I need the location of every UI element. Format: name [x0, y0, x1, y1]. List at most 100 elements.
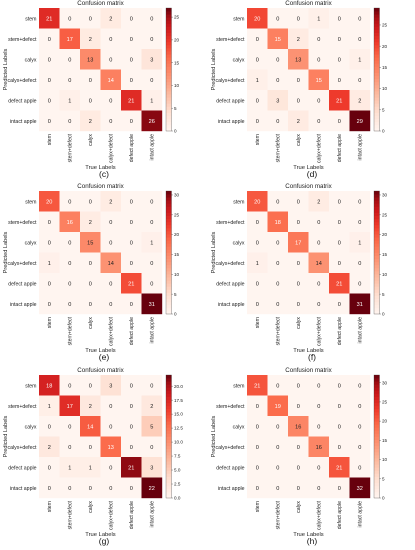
colorbar-segment — [374, 482, 380, 487]
cell-value-label: 0 — [276, 465, 279, 471]
x-axis-label: True Labels — [85, 532, 115, 538]
heatmap-cell — [59, 8, 81, 29]
cell-value-label: 0 — [297, 302, 300, 308]
colorbar-segment — [374, 421, 380, 425]
colorbar-tick-label: 10.0 — [174, 440, 183, 445]
cell-value-label: 0 — [317, 240, 320, 246]
colorbar-segment — [166, 121, 172, 126]
colorbar-segment — [166, 87, 172, 92]
colorbar-segment — [166, 494, 172, 499]
col-tick-label: calyx — [88, 317, 94, 329]
heatmap-cell — [80, 232, 101, 253]
heatmap-cell — [121, 191, 142, 212]
col-tick-label: defect apple — [337, 317, 343, 345]
heatmap-cell — [349, 28, 371, 50]
row-tick-label: stem+defect — [8, 404, 37, 410]
cell-value-label: 17 — [67, 37, 73, 43]
cell-value-label: 0 — [150, 199, 153, 205]
row-tick-label: stem+defect — [216, 37, 245, 43]
cell-value-label: 0 — [150, 78, 153, 84]
colorbar-segment — [166, 81, 172, 86]
colorbar-tick-label: 15 — [174, 60, 180, 65]
colorbar-tick-label: 5 — [382, 107, 385, 112]
cell-value-label: 1 — [150, 240, 153, 246]
cell-value-label: 0 — [317, 424, 320, 430]
heatmap-cell — [288, 416, 309, 437]
heatmap-cell — [288, 211, 309, 233]
colorbar-segment — [166, 72, 172, 77]
heatmap-cell — [100, 457, 122, 478]
cell-value-label: 0 — [68, 119, 71, 125]
colorbar-segment — [374, 47, 380, 52]
heatmap-cell — [349, 8, 371, 29]
heatmap-cell — [247, 293, 268, 315]
heatmap-cell — [100, 49, 122, 70]
cell-value-label: 0 — [109, 424, 112, 430]
colorbar-segment — [166, 277, 172, 281]
heatmap-cell — [39, 457, 60, 478]
heatmap-cell — [121, 90, 142, 111]
cell-value-label: 0 — [109, 281, 112, 287]
heatmap-cell — [267, 191, 289, 212]
heatmap-cell — [80, 191, 101, 212]
cell-value-label: 0 — [48, 78, 51, 84]
col-tick-label: calyx — [296, 501, 302, 513]
heatmap-cell — [39, 211, 60, 233]
colorbar-segment — [166, 243, 172, 247]
cell-value-label: 0 — [130, 37, 133, 43]
colorbar-segment — [374, 230, 380, 235]
heatmap-cell — [329, 49, 350, 70]
col-tick-label: stem — [47, 317, 53, 328]
colorbar-segment — [166, 283, 172, 287]
colorbar-segment — [374, 381, 380, 385]
colorbar-segment — [166, 246, 172, 250]
cell-value-label: 1 — [150, 98, 153, 104]
cell-value-label: 0 — [109, 98, 112, 104]
col-tick-label: calyx+defect — [109, 500, 115, 530]
colorbar-tick-label: 0.0 — [174, 496, 181, 501]
heatmap-cell — [100, 191, 122, 212]
cell-value-label: 0 — [130, 445, 133, 451]
chart-title: Confusion matrix — [285, 0, 332, 7]
heatmap-cell — [267, 293, 289, 315]
colorbar-segment — [374, 78, 380, 83]
heatmap-cell — [308, 211, 330, 233]
cell-value-label: 0 — [358, 78, 361, 84]
cell-value-label: 0 — [317, 404, 320, 410]
heatmap-cell — [141, 69, 163, 91]
colorbar-segment — [374, 427, 380, 431]
colorbar-segment — [166, 66, 172, 70]
cell-value-label: 3 — [150, 57, 153, 63]
heatmap-cell — [141, 252, 163, 274]
heatmap-cell — [288, 191, 309, 212]
cell-value-label: 0 — [358, 445, 361, 451]
heatmap-cell — [121, 375, 142, 396]
heatmap-cell — [80, 395, 101, 417]
colorbar-segment — [374, 115, 380, 120]
cell-value-label: 20 — [46, 199, 52, 205]
cell-value-label: 2 — [150, 404, 153, 410]
heatmap-cell — [329, 457, 350, 478]
colorbar-segment — [374, 301, 380, 306]
heatmap-cell — [121, 293, 142, 315]
heatmap-cell — [247, 416, 268, 437]
col-tick-label: intact apple — [150, 317, 156, 344]
row-tick-label: calyx+defect — [216, 78, 246, 84]
heatmap-cell — [288, 90, 309, 111]
colorbar-segment — [374, 97, 380, 101]
cell-value-label: 16 — [67, 220, 73, 226]
colorbar-tick-label: 0 — [174, 129, 177, 134]
cell-value-label: 2 — [109, 199, 112, 205]
colorbar-tick-label: 10 — [382, 457, 388, 462]
colorbar-segment — [166, 464, 172, 468]
heatmap-cell — [308, 395, 330, 417]
heatmap-cell — [100, 273, 122, 294]
heatmap-cell — [349, 69, 371, 91]
cell-value-label: 21 — [254, 383, 260, 389]
cell-value-label: 13 — [108, 445, 114, 451]
cell-value-label: 0 — [109, 220, 112, 226]
y-axis-label: Predicted Labels — [211, 48, 217, 90]
cell-value-label: 0 — [130, 383, 133, 389]
cell-value-label: 32 — [357, 486, 363, 492]
cell-value-label: 16 — [295, 424, 301, 430]
